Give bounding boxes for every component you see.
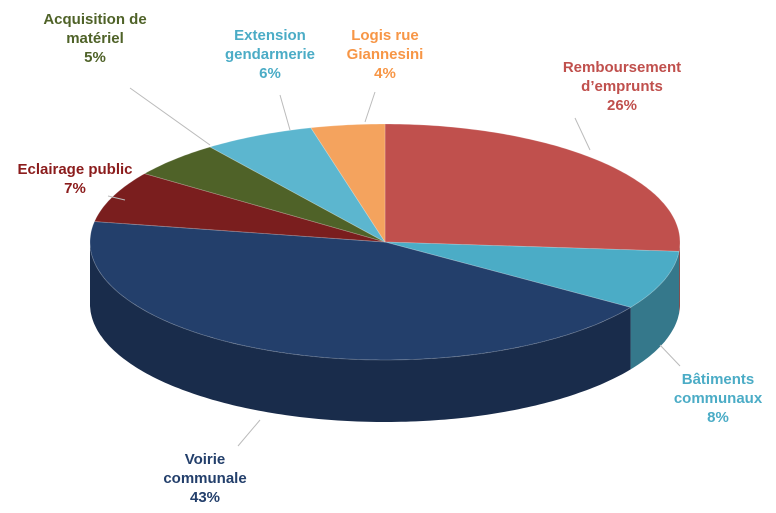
category-label: Remboursement d’emprunts [562, 59, 682, 95]
data-label: Acquisition de matériel 5% [20, 10, 170, 67]
slice [310, 123, 386, 244]
slice-side [630, 251, 680, 370]
leader-line [237, 419, 261, 447]
category-label: Extension gendarmerie [224, 27, 316, 63]
leader-line [107, 195, 126, 201]
category-label: Logis rue Giannesini [346, 27, 424, 63]
value-label: 4% [374, 65, 396, 82]
leader-line [129, 87, 211, 146]
value-label: 26% [606, 97, 638, 114]
data-label: Remboursement d’emprunts 26% [552, 58, 692, 115]
slice [209, 127, 386, 243]
slice-side [90, 242, 631, 422]
slice [93, 173, 386, 243]
value-label: 5% [84, 49, 106, 66]
category-label: Acquisition de matériel [43, 11, 147, 47]
value-label: 6% [259, 65, 281, 82]
category-label: Voirie communale [163, 451, 247, 487]
slice-side [679, 242, 680, 314]
leader-line [279, 94, 291, 131]
data-label: Eclairage public 7% [0, 160, 155, 198]
category-label: Bâtiments communaux [673, 371, 763, 407]
slice [384, 241, 680, 308]
data-label: Voirie communale 43% [150, 450, 260, 507]
value-label: 7% [64, 180, 86, 197]
leader-line [364, 91, 376, 123]
slice [89, 221, 632, 361]
leader-line [574, 117, 591, 151]
category-label: Eclairage public [17, 161, 133, 178]
slice [384, 123, 681, 252]
value-label: 8% [707, 409, 729, 426]
value-label: 43% [189, 489, 221, 506]
data-label: Extension gendarmerie 6% [210, 26, 330, 83]
data-label: Logis rue Giannesini 4% [335, 26, 435, 83]
slice [143, 146, 386, 243]
data-label: Bâtiments communaux 8% [658, 370, 776, 427]
leader-line [659, 344, 681, 367]
